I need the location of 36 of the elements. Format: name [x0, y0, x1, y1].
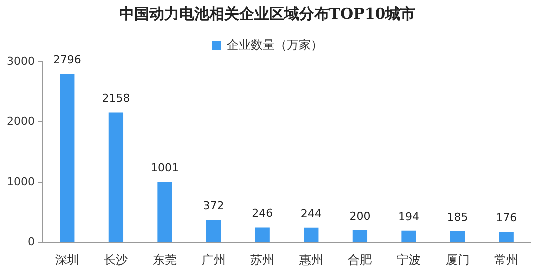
y-tick-label: 3000 — [6, 54, 35, 68]
bar — [158, 182, 172, 242]
legend-label: 企业数量（万家） — [227, 38, 323, 52]
x-tick-label: 深圳 — [55, 252, 80, 267]
y-tick-label: 1000 — [6, 175, 35, 188]
x-tick-label: 长沙 — [104, 252, 128, 267]
data-label: 1001 — [150, 162, 179, 175]
bar — [402, 230, 416, 242]
x-tick-label: 常州 — [494, 252, 519, 267]
data-label: 185 — [447, 210, 468, 224]
bar — [304, 228, 319, 242]
x-tick-label: 东莞 — [152, 252, 177, 267]
data-label: 244 — [300, 207, 322, 220]
data-label: 200 — [350, 210, 371, 223]
x-tick-label: 厦门 — [446, 252, 470, 267]
data-label: 246 — [252, 207, 274, 220]
bar — [108, 112, 124, 242]
bar — [450, 231, 466, 242]
bar — [499, 232, 514, 242]
y-tick-label: 2000 — [6, 115, 35, 128]
data-label: 372 — [203, 200, 224, 213]
data-label: 2158 — [102, 92, 130, 106]
x-tick-label: 合肥 — [348, 252, 372, 267]
bar — [352, 230, 368, 242]
x-tick-label: 宁波 — [397, 252, 421, 267]
bar — [60, 74, 75, 242]
x-tick-label: 苏州 — [250, 252, 275, 267]
data-label: 2796 — [53, 54, 82, 67]
x-tick-label: 广州 — [202, 252, 226, 267]
data-label: 194 — [398, 210, 420, 224]
x-tick-label: 惠州 — [298, 252, 324, 267]
data-label: 176 — [496, 211, 518, 224]
y-tick-label: 0 — [28, 235, 35, 248]
chart-title: 中国动力电池相关企业区域分布TOP10城市 — [119, 4, 416, 23]
bar — [206, 220, 222, 242]
bar — [255, 228, 270, 242]
